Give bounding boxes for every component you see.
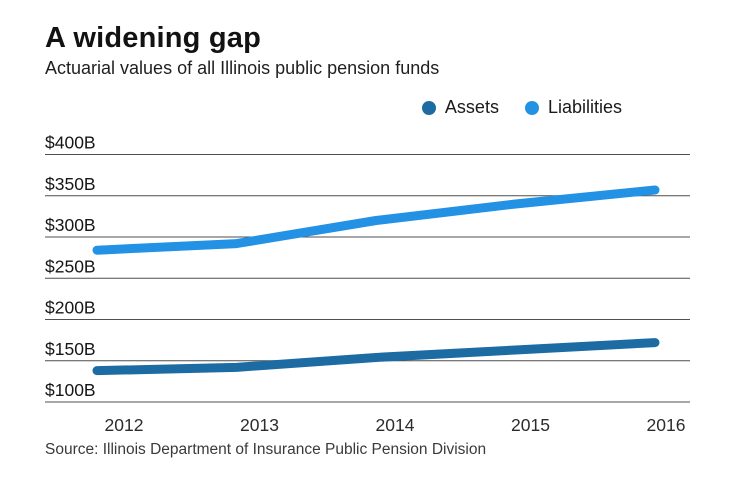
x-axis-tick-label: 2012 <box>105 415 144 435</box>
assets-legend-label: Assets <box>444 97 499 117</box>
y-axis-tick-label: $400B <box>45 133 96 153</box>
legend-item-liabilities: Liabilities <box>524 97 622 118</box>
y-axis-tick-label: $300B <box>45 215 96 235</box>
y-axis-tick-label: $200B <box>45 298 96 318</box>
page-title: A widening gap <box>45 22 261 54</box>
assets-line <box>92 338 660 376</box>
y-axis-tick-label: $350B <box>45 174 96 194</box>
assets-dot-icon <box>421 100 436 115</box>
legend: Assets Liabilities <box>421 97 622 118</box>
source-note: Source: Illinois Department of Insurance… <box>45 441 487 458</box>
y-axis-tick-label: $150B <box>45 339 96 359</box>
x-axis-tick-label: 2013 <box>240 415 279 435</box>
liabilities-dot-icon <box>524 100 539 115</box>
y-axis-tick-label: $250B <box>45 256 96 276</box>
chart-subtitle: Actuarial values of all Illinois public … <box>45 58 440 78</box>
x-axis-tick-label: 2014 <box>376 415 415 435</box>
x-axis-tick-label: 2016 <box>647 415 686 435</box>
x-axis-tick-label: 2015 <box>511 415 550 435</box>
liabilities-legend-label: Liabilities <box>547 97 622 117</box>
legend-item-assets: Assets <box>421 97 499 118</box>
y-axis-tick-label: $100B <box>45 380 96 400</box>
liabilities-line <box>92 185 660 255</box>
